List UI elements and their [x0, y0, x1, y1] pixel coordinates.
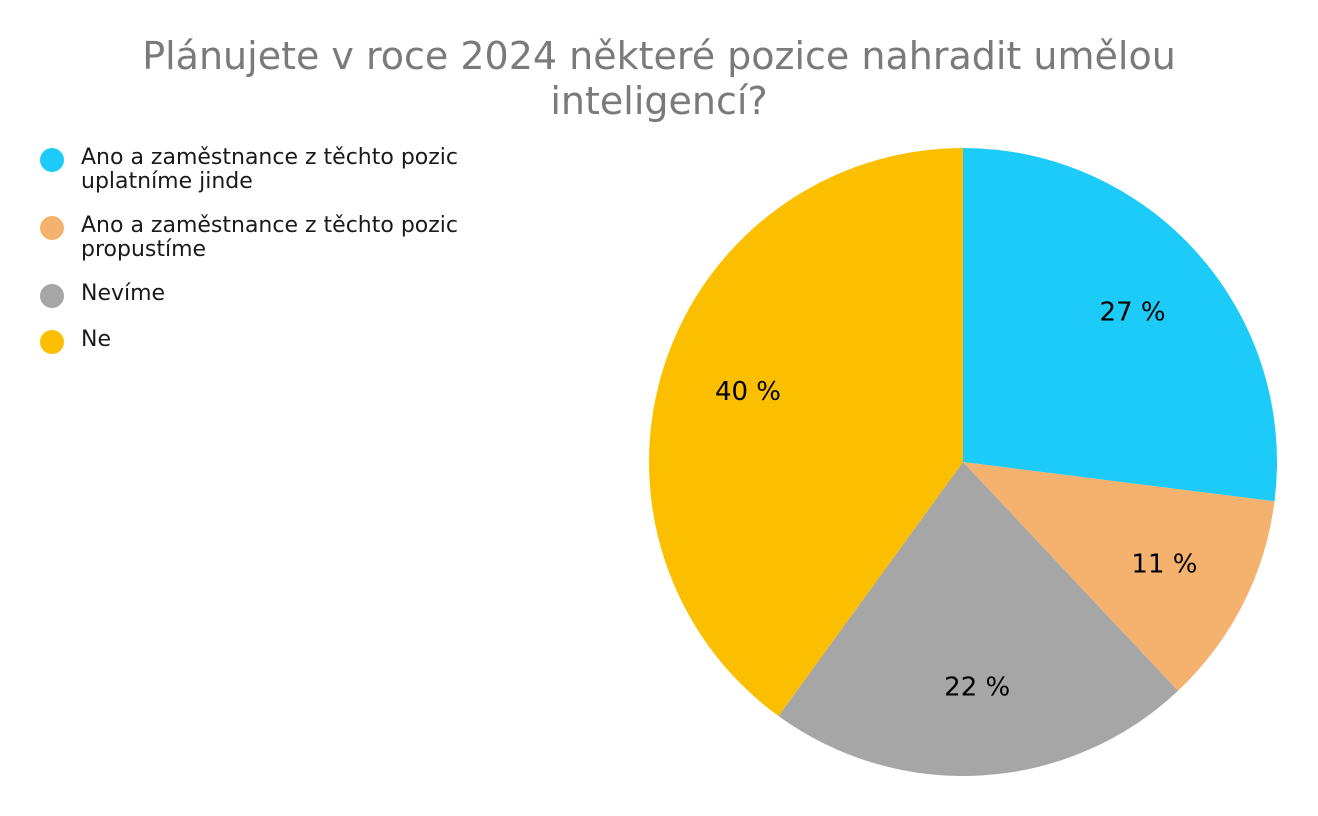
- legend-label: Nevíme: [81, 281, 166, 306]
- slice-value-label-propustime: 11 %: [1131, 550, 1197, 580]
- slice-value-label-uplatnime-jinde: 27 %: [1100, 297, 1166, 327]
- legend-swatch: [40, 330, 64, 354]
- legend-label: Ne: [81, 327, 111, 352]
- chart-title: Plánujete v roce 2024 některé pozice nah…: [0, 34, 1318, 124]
- slice-value-label-nevime: 22 %: [944, 673, 1010, 703]
- legend-label: Ano a zaměstnance z těchto pozic uplatní…: [81, 145, 458, 194]
- legend-label: Ano a zaměstnance z těchto pozic propust…: [81, 213, 458, 262]
- chart-title-line-1: Plánujete v roce 2024 některé pozice nah…: [142, 34, 1176, 78]
- legend-item-propustime[interactable]: Ano a zaměstnance z těchto pozic propust…: [40, 214, 520, 262]
- legend-item-nevime[interactable]: Nevíme: [40, 282, 520, 308]
- legend-swatch: [40, 216, 64, 240]
- legend-swatch: [40, 284, 64, 308]
- pie-slice-ne[interactable]: [649, 148, 963, 717]
- pie-slice-propustime[interactable]: [963, 462, 1275, 691]
- legend-item-uplatnime-jinde[interactable]: Ano a zaměstnance z těchto pozic uplatní…: [40, 146, 520, 194]
- pie-slice-uplatnime-jinde[interactable]: [963, 148, 1277, 502]
- legend-swatch: [40, 148, 64, 172]
- pie-slice-nevime[interactable]: [778, 462, 1178, 776]
- chart-title-line-2: inteligencí?: [550, 79, 768, 123]
- chart-legend: Ano a zaměstnance z těchto pozic uplatní…: [40, 146, 520, 374]
- slice-value-label-ne: 40 %: [715, 377, 781, 407]
- legend-item-ne[interactable]: Ne: [40, 328, 520, 354]
